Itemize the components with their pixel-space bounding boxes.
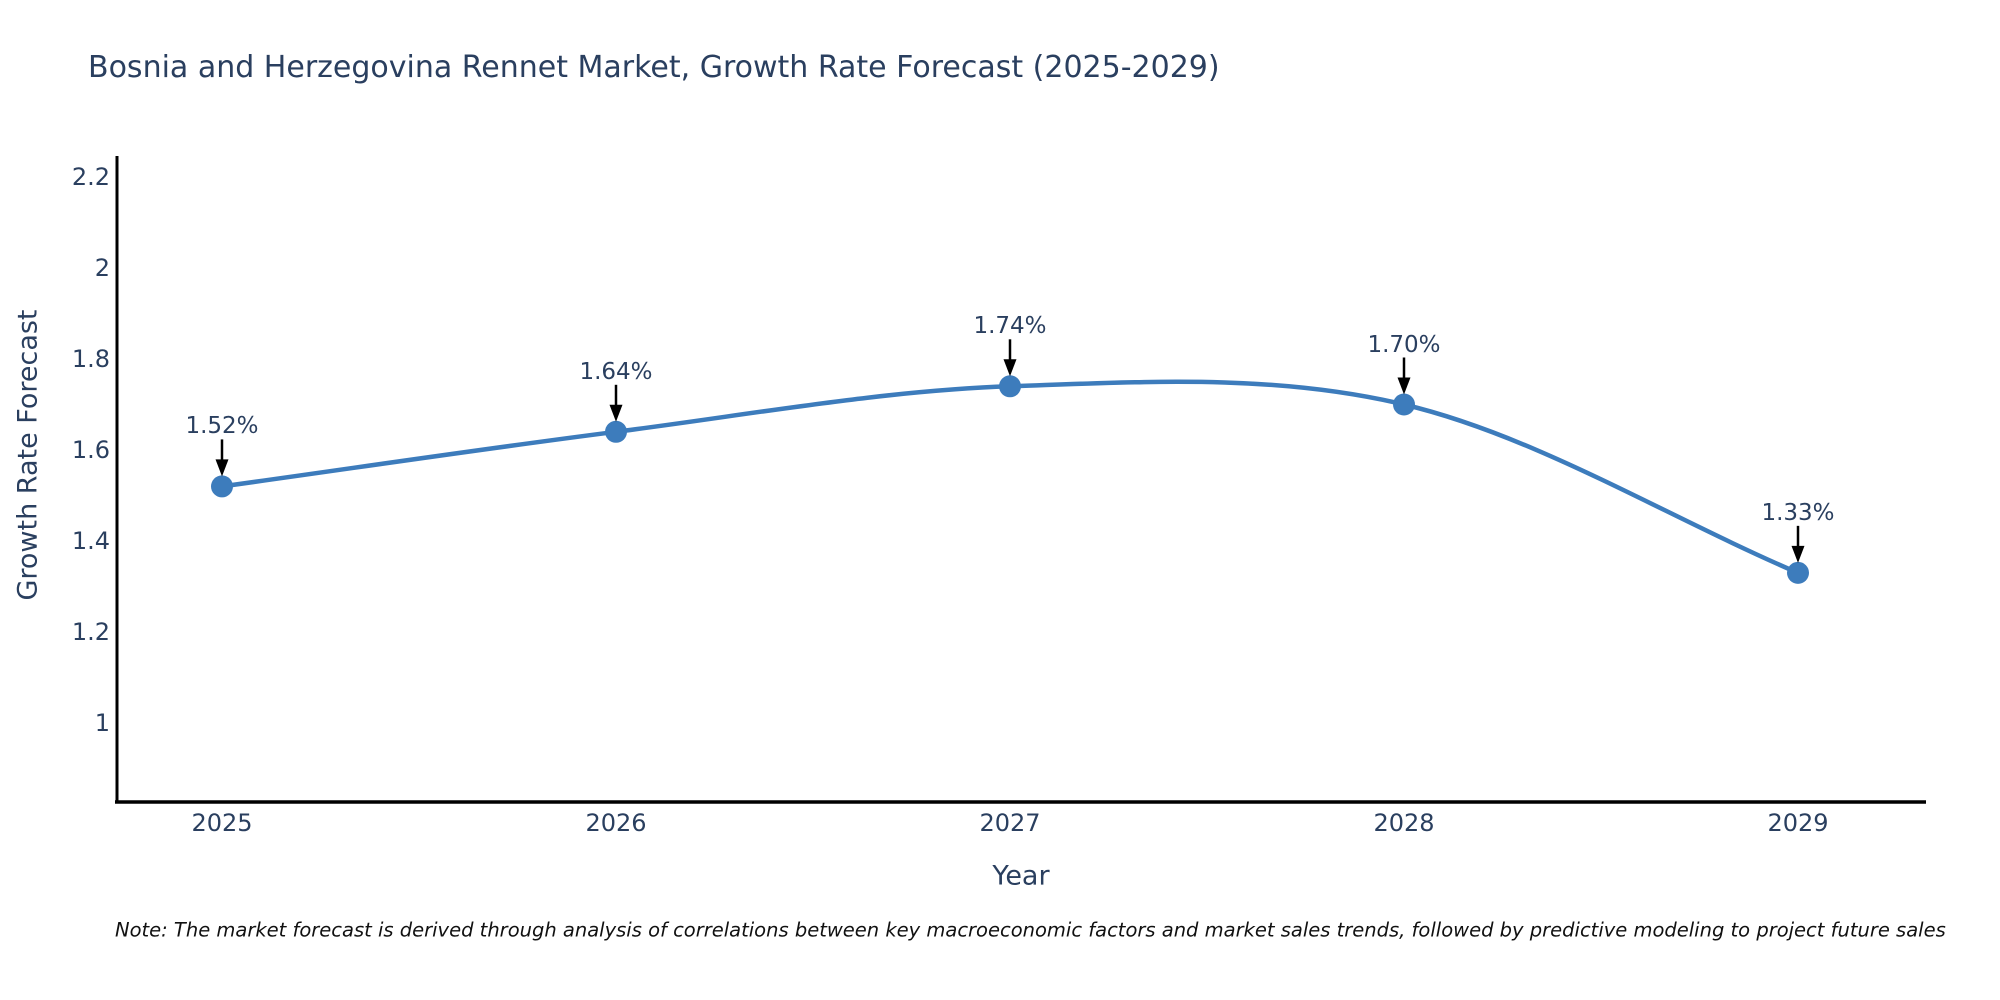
annotation-arrow-head bbox=[1003, 359, 1017, 377]
x-tick-2027: 2027 bbox=[979, 809, 1041, 837]
y-tick-1.6: 1.6 bbox=[71, 436, 110, 464]
x-axis-title: Year bbox=[992, 860, 1050, 892]
x-tick-2029: 2029 bbox=[1767, 809, 1829, 837]
annotation-arrow-head bbox=[215, 459, 229, 477]
y-tick-1.2: 1.2 bbox=[71, 618, 110, 646]
data-point-2029 bbox=[1787, 561, 1809, 584]
x-tick-2028: 2028 bbox=[1373, 809, 1435, 837]
annotation-arrow-head bbox=[1397, 377, 1411, 395]
data-point-2028 bbox=[1393, 393, 1415, 416]
data-point-2025 bbox=[211, 475, 233, 498]
data-point-2027 bbox=[999, 375, 1021, 398]
x-tick-2025: 2025 bbox=[191, 809, 253, 837]
footnote: Note: The market forecast is derived thr… bbox=[115, 918, 1946, 942]
y-tick-2.2: 2.2 bbox=[71, 163, 110, 191]
y-tick-2: 2 bbox=[94, 254, 110, 282]
point-label-2026: 1.64% bbox=[579, 358, 653, 385]
x-tick-2026: 2026 bbox=[585, 809, 647, 837]
y-tick-1.4: 1.4 bbox=[71, 527, 110, 555]
annotation-arrow-head bbox=[609, 404, 623, 422]
point-label-2029: 1.33% bbox=[1761, 499, 1835, 526]
point-label-2027: 1.74% bbox=[973, 313, 1047, 340]
point-label-2025: 1.52% bbox=[185, 413, 259, 440]
y-tick-1.8: 1.8 bbox=[71, 345, 110, 373]
data-point-2026 bbox=[605, 420, 627, 443]
annotation-arrow-head bbox=[1791, 545, 1805, 563]
chart-title: Bosnia and Herzegovina Rennet Market, Gr… bbox=[88, 50, 1220, 85]
y-tick-1: 1 bbox=[94, 709, 110, 737]
forecast-line bbox=[219, 379, 1801, 576]
point-label-2028: 1.70% bbox=[1367, 331, 1441, 358]
y-axis-title: Growth Rate Forecast bbox=[12, 309, 44, 601]
